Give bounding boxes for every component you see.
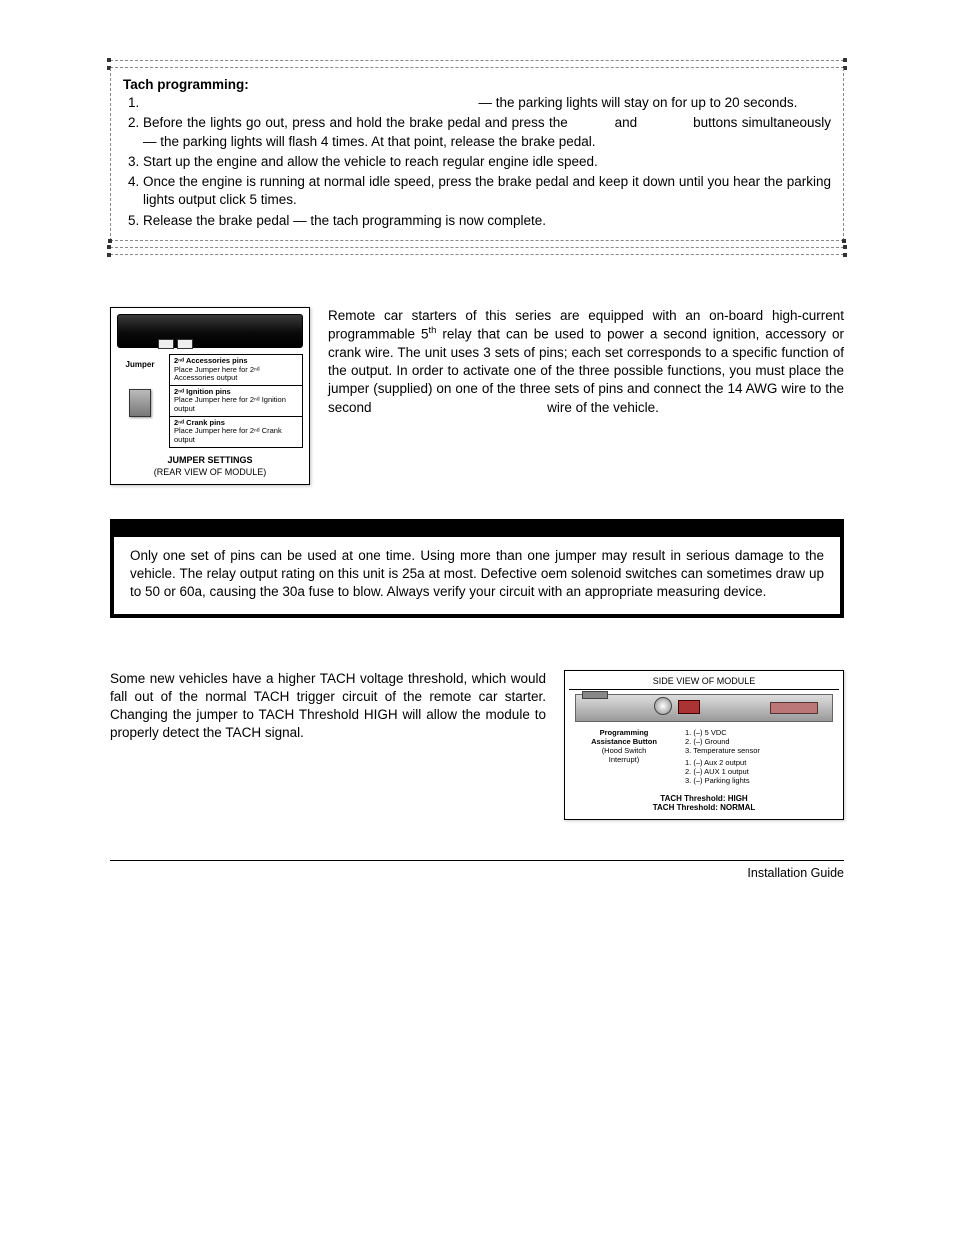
side-view-diagram: SIDE VIEW OF MODULE Programming Assistan… xyxy=(564,670,844,820)
pin-row-accessories: 2ⁿᵈ Accessories pins Place Jumper here f… xyxy=(170,355,302,386)
step-5: Release the brake pedal — the tach progr… xyxy=(143,212,831,230)
pin-row-crank: 2ⁿᵈ Crank pins Place Jumper here for 2ⁿᵈ… xyxy=(170,417,302,447)
dashed-edge-top xyxy=(110,60,844,68)
section2-title: Ignition / Accessory / Crank Jumper Sett… xyxy=(110,283,844,301)
side-left-labels: Programming Assistance Button (Hood Swit… xyxy=(569,728,679,788)
section3-title: TACH Threshold Jumper Settings xyxy=(110,646,844,664)
warning-title: Warning xyxy=(114,519,840,537)
page: Tach programming: Hold the brake pedal d… xyxy=(0,0,954,922)
step-2: Before the lights go out, press and hold… xyxy=(143,114,831,150)
pin-row-ignition: 2ⁿᵈ Ignition pins Place Jumper here for … xyxy=(170,386,302,417)
tach-heading: Tach programming: xyxy=(123,76,831,94)
footer-rule xyxy=(110,860,844,861)
step-3: Start up the engine and allow the vehicl… xyxy=(143,153,831,171)
footer-page-number: P. 14 xyxy=(110,865,138,882)
pin-table: 2ⁿᵈ Accessories pins Place Jumper here f… xyxy=(169,354,303,448)
section-jumper-settings: Ignition / Accessory / Crank Jumper Sett… xyxy=(110,283,844,485)
section-tach-threshold: TACH Threshold Jumper Settings Some new … xyxy=(110,646,844,821)
side-right-labels: 1. (–) 5 VDC 2. (–) Ground 3. Temperatur… xyxy=(685,728,839,788)
warning-box: Warning Only one set of pins can be used… xyxy=(110,519,844,618)
side-module-icon xyxy=(575,694,833,722)
dashed-edge-bottom xyxy=(110,247,844,255)
step-1: Hold the brake pedal down and remote-sta… xyxy=(143,94,831,112)
module-rear-bar xyxy=(117,314,303,348)
page-footer: P. 14 Installation Guide xyxy=(110,865,844,882)
relay-paragraph: Remote car starters of this series are e… xyxy=(328,307,844,417)
tach-threshold-labels: TACH Threshold: HIGH TACH Threshold: NOR… xyxy=(569,794,839,813)
jumper-settings-diagram: Jumper 2ⁿᵈ Accessories pins Place Jumper… xyxy=(110,307,310,485)
tach-steps-list: Hold the brake pedal down and remote-sta… xyxy=(123,94,831,230)
tach-programming-box: Tach programming: Hold the brake pedal d… xyxy=(110,68,844,241)
warning-text: Only one set of pins can be used at one … xyxy=(130,548,824,599)
footer-doc-title: Installation Guide xyxy=(747,865,844,882)
jumper-caption: JUMPER SETTINGS (REAR VIEW OF MODULE) xyxy=(117,454,303,478)
tach-threshold-paragraph: Some new vehicles have a higher TACH vol… xyxy=(110,670,546,743)
jumper-cube-icon xyxy=(129,389,151,417)
side-view-title: SIDE VIEW OF MODULE xyxy=(569,675,839,690)
tach-heading-label: Tach programming: xyxy=(123,77,249,92)
jumper-label: Jumper xyxy=(117,360,163,371)
step-4: Once the engine is running at normal idl… xyxy=(143,173,831,209)
